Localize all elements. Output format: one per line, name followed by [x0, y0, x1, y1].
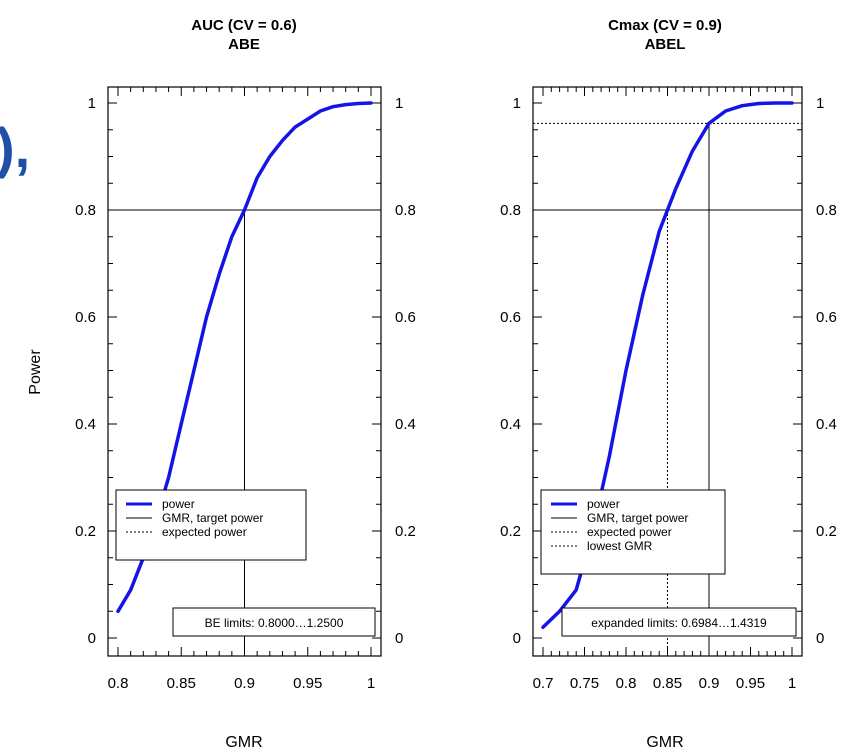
x-tick-label: 0.75: [570, 675, 599, 692]
legend-label: GMR, target power: [162, 511, 263, 525]
legend-box: [115, 489, 307, 561]
legend-label: power: [587, 497, 620, 511]
x-tick-label: 0.7: [533, 675, 554, 692]
x-tick-label: 0.8: [616, 675, 637, 692]
limits-label: BE limits: 0.8000…1.2500: [205, 616, 344, 630]
x-tick-label: 0.9: [699, 675, 720, 692]
y-axis-label: Power: [27, 349, 44, 395]
y-tick-label: 0.4: [816, 416, 837, 433]
x-tick-label: 0.95: [736, 675, 765, 692]
x-tick-label: 0.85: [653, 675, 682, 692]
x-tick-label: 1: [788, 675, 796, 692]
y-tick-label: 0.6: [395, 309, 416, 326]
y-tick-label: 0.2: [500, 523, 521, 540]
y-tick-label: 0.4: [500, 416, 521, 433]
y-tick-label: 0.2: [395, 523, 416, 540]
chart-panel-cmax: Cmax (CV = 0.9) ABEL GMR 0 0 0.2 0.2 0.4 0.4 0…: [500, 17, 837, 751]
chart-title: Cmax (CV = 0.9): [608, 17, 722, 34]
chart-panel-auc: AUC (CV = 0.6) ABE GMR 0 0 0.2 0.2 0.4 0.4 0.6…: [75, 17, 416, 751]
chart-subtitle: ABE: [228, 36, 260, 53]
y-tick-label: 0.8: [395, 202, 416, 219]
y-tick-label: 0.6: [500, 309, 521, 326]
limits-box: [172, 607, 376, 637]
chart-subtitle: ABEL: [645, 36, 686, 53]
y-tick-label: 0: [513, 630, 521, 647]
x-axis-label: GMR: [225, 734, 262, 751]
limits-box: [561, 607, 797, 637]
x-tick-label: 0.85: [167, 675, 196, 692]
y-tick-label: 0.2: [75, 523, 96, 540]
cropped-edge-text: ),: [0, 116, 31, 179]
y-tick-label: 0.8: [500, 202, 521, 219]
legend-label: expected power: [587, 525, 672, 539]
y-tick-label: 0.2: [816, 523, 837, 540]
x-tick-label: 0.9: [234, 675, 255, 692]
legend-label: lowest GMR: [587, 539, 653, 553]
legend-label: GMR, target power: [587, 511, 688, 525]
x-tick-label: 0.95: [293, 675, 322, 692]
y-tick-label: 0.6: [816, 309, 837, 326]
y-tick-label: 0.4: [75, 416, 96, 433]
limits-label: expanded limits: 0.6984…1.4319: [591, 616, 767, 630]
y-tick-label: 0: [816, 630, 824, 647]
y-tick-label: 0: [88, 630, 96, 647]
y-tick-label: 1: [513, 95, 521, 112]
y-tick-label: 1: [816, 95, 824, 112]
y-tick-label: 0.8: [75, 202, 96, 219]
y-tick-label: 1: [395, 95, 403, 112]
x-tick-label: 1: [367, 675, 375, 692]
x-tick-label: 0.8: [108, 675, 129, 692]
y-tick-label: 0.6: [75, 309, 96, 326]
legend-label: expected power: [162, 525, 247, 539]
y-tick-label: 0: [395, 630, 403, 647]
y-tick-label: 1: [88, 95, 96, 112]
x-axis-label: GMR: [646, 734, 683, 751]
legend-label: power: [162, 497, 195, 511]
chart-title: AUC (CV = 0.6): [191, 17, 296, 34]
y-tick-label: 0.4: [395, 416, 416, 433]
y-tick-label: 0.8: [816, 202, 837, 219]
